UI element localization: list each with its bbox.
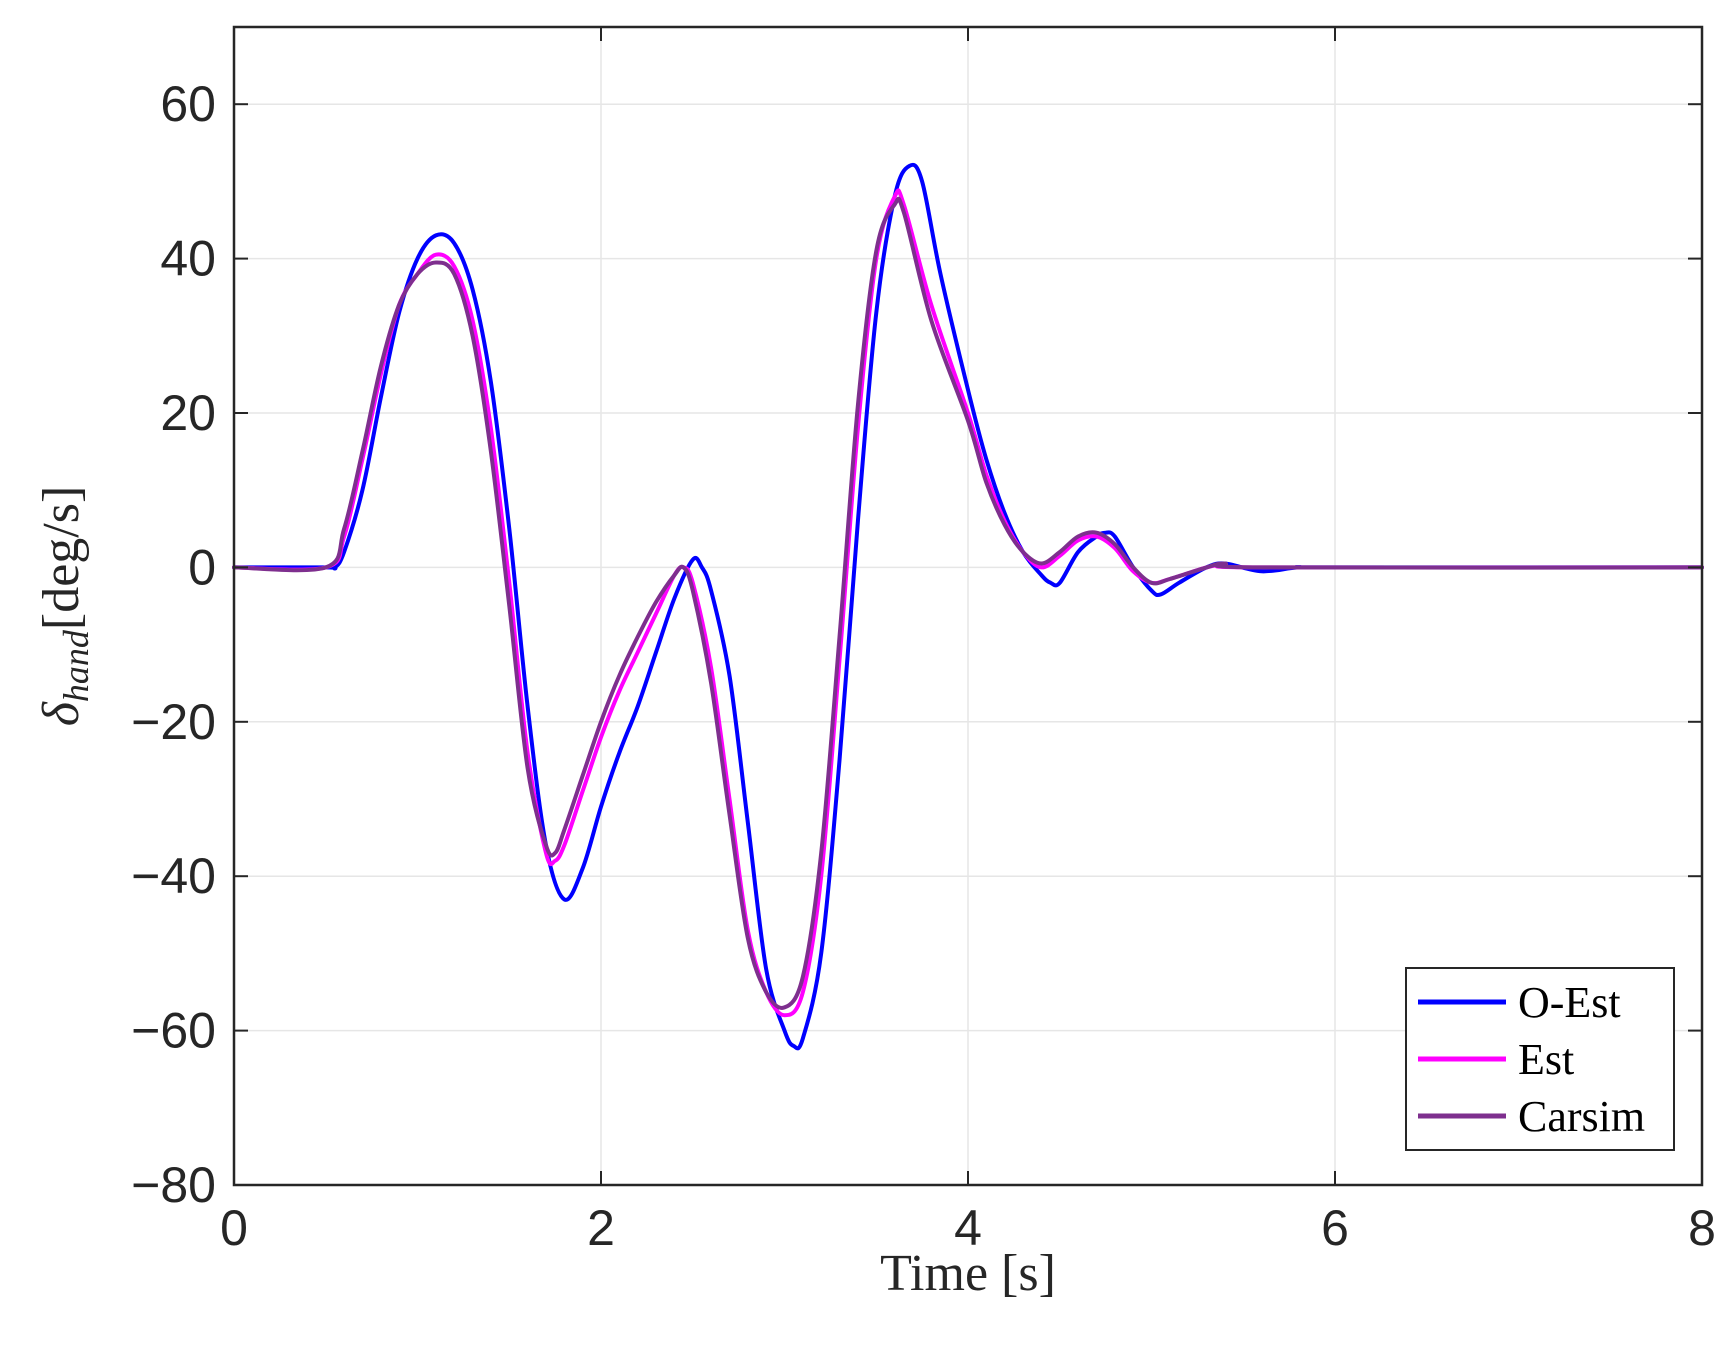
x-tick-label: 0 bbox=[220, 1200, 248, 1256]
tick-labels: 0 2 4 6 8 −80 −60 −40 −20 0 20 40 60 bbox=[131, 76, 1716, 1256]
y-tick-label: 40 bbox=[160, 231, 216, 287]
y-axis-label-symbol: δ bbox=[33, 701, 90, 726]
y-tick-label: −40 bbox=[131, 848, 216, 904]
legend-label: Est bbox=[1518, 1035, 1574, 1084]
y-axis-label-subscript: hand bbox=[56, 629, 96, 702]
legend: O-Est Est Carsim bbox=[1405, 967, 1675, 1151]
legend-label: O-Est bbox=[1518, 978, 1621, 1027]
y-axis-label-units: [deg/s] bbox=[33, 486, 90, 630]
ticks bbox=[233, 27, 1703, 1186]
x-axis-label: Time [s] bbox=[880, 1245, 1056, 1302]
y-tick-label: 20 bbox=[160, 385, 216, 441]
y-tick-label: −60 bbox=[131, 1003, 216, 1059]
series-lines bbox=[232, 162, 1704, 1051]
series-line-o-est bbox=[232, 162, 1704, 1051]
y-tick-label: −80 bbox=[131, 1157, 216, 1213]
y-axis-label: δhand[deg/s] bbox=[33, 486, 96, 727]
y-tick-label: 0 bbox=[188, 539, 216, 595]
y-tick-label: −20 bbox=[131, 694, 216, 750]
legend-label: Carsim bbox=[1518, 1092, 1645, 1141]
x-tick-label: 8 bbox=[1688, 1200, 1716, 1256]
x-tick-label: 4 bbox=[954, 1200, 982, 1256]
x-tick-label: 6 bbox=[1321, 1200, 1349, 1256]
x-tick-label: 2 bbox=[587, 1200, 615, 1256]
series-line-carsim bbox=[232, 196, 1704, 1010]
y-tick-label: 60 bbox=[160, 76, 216, 132]
